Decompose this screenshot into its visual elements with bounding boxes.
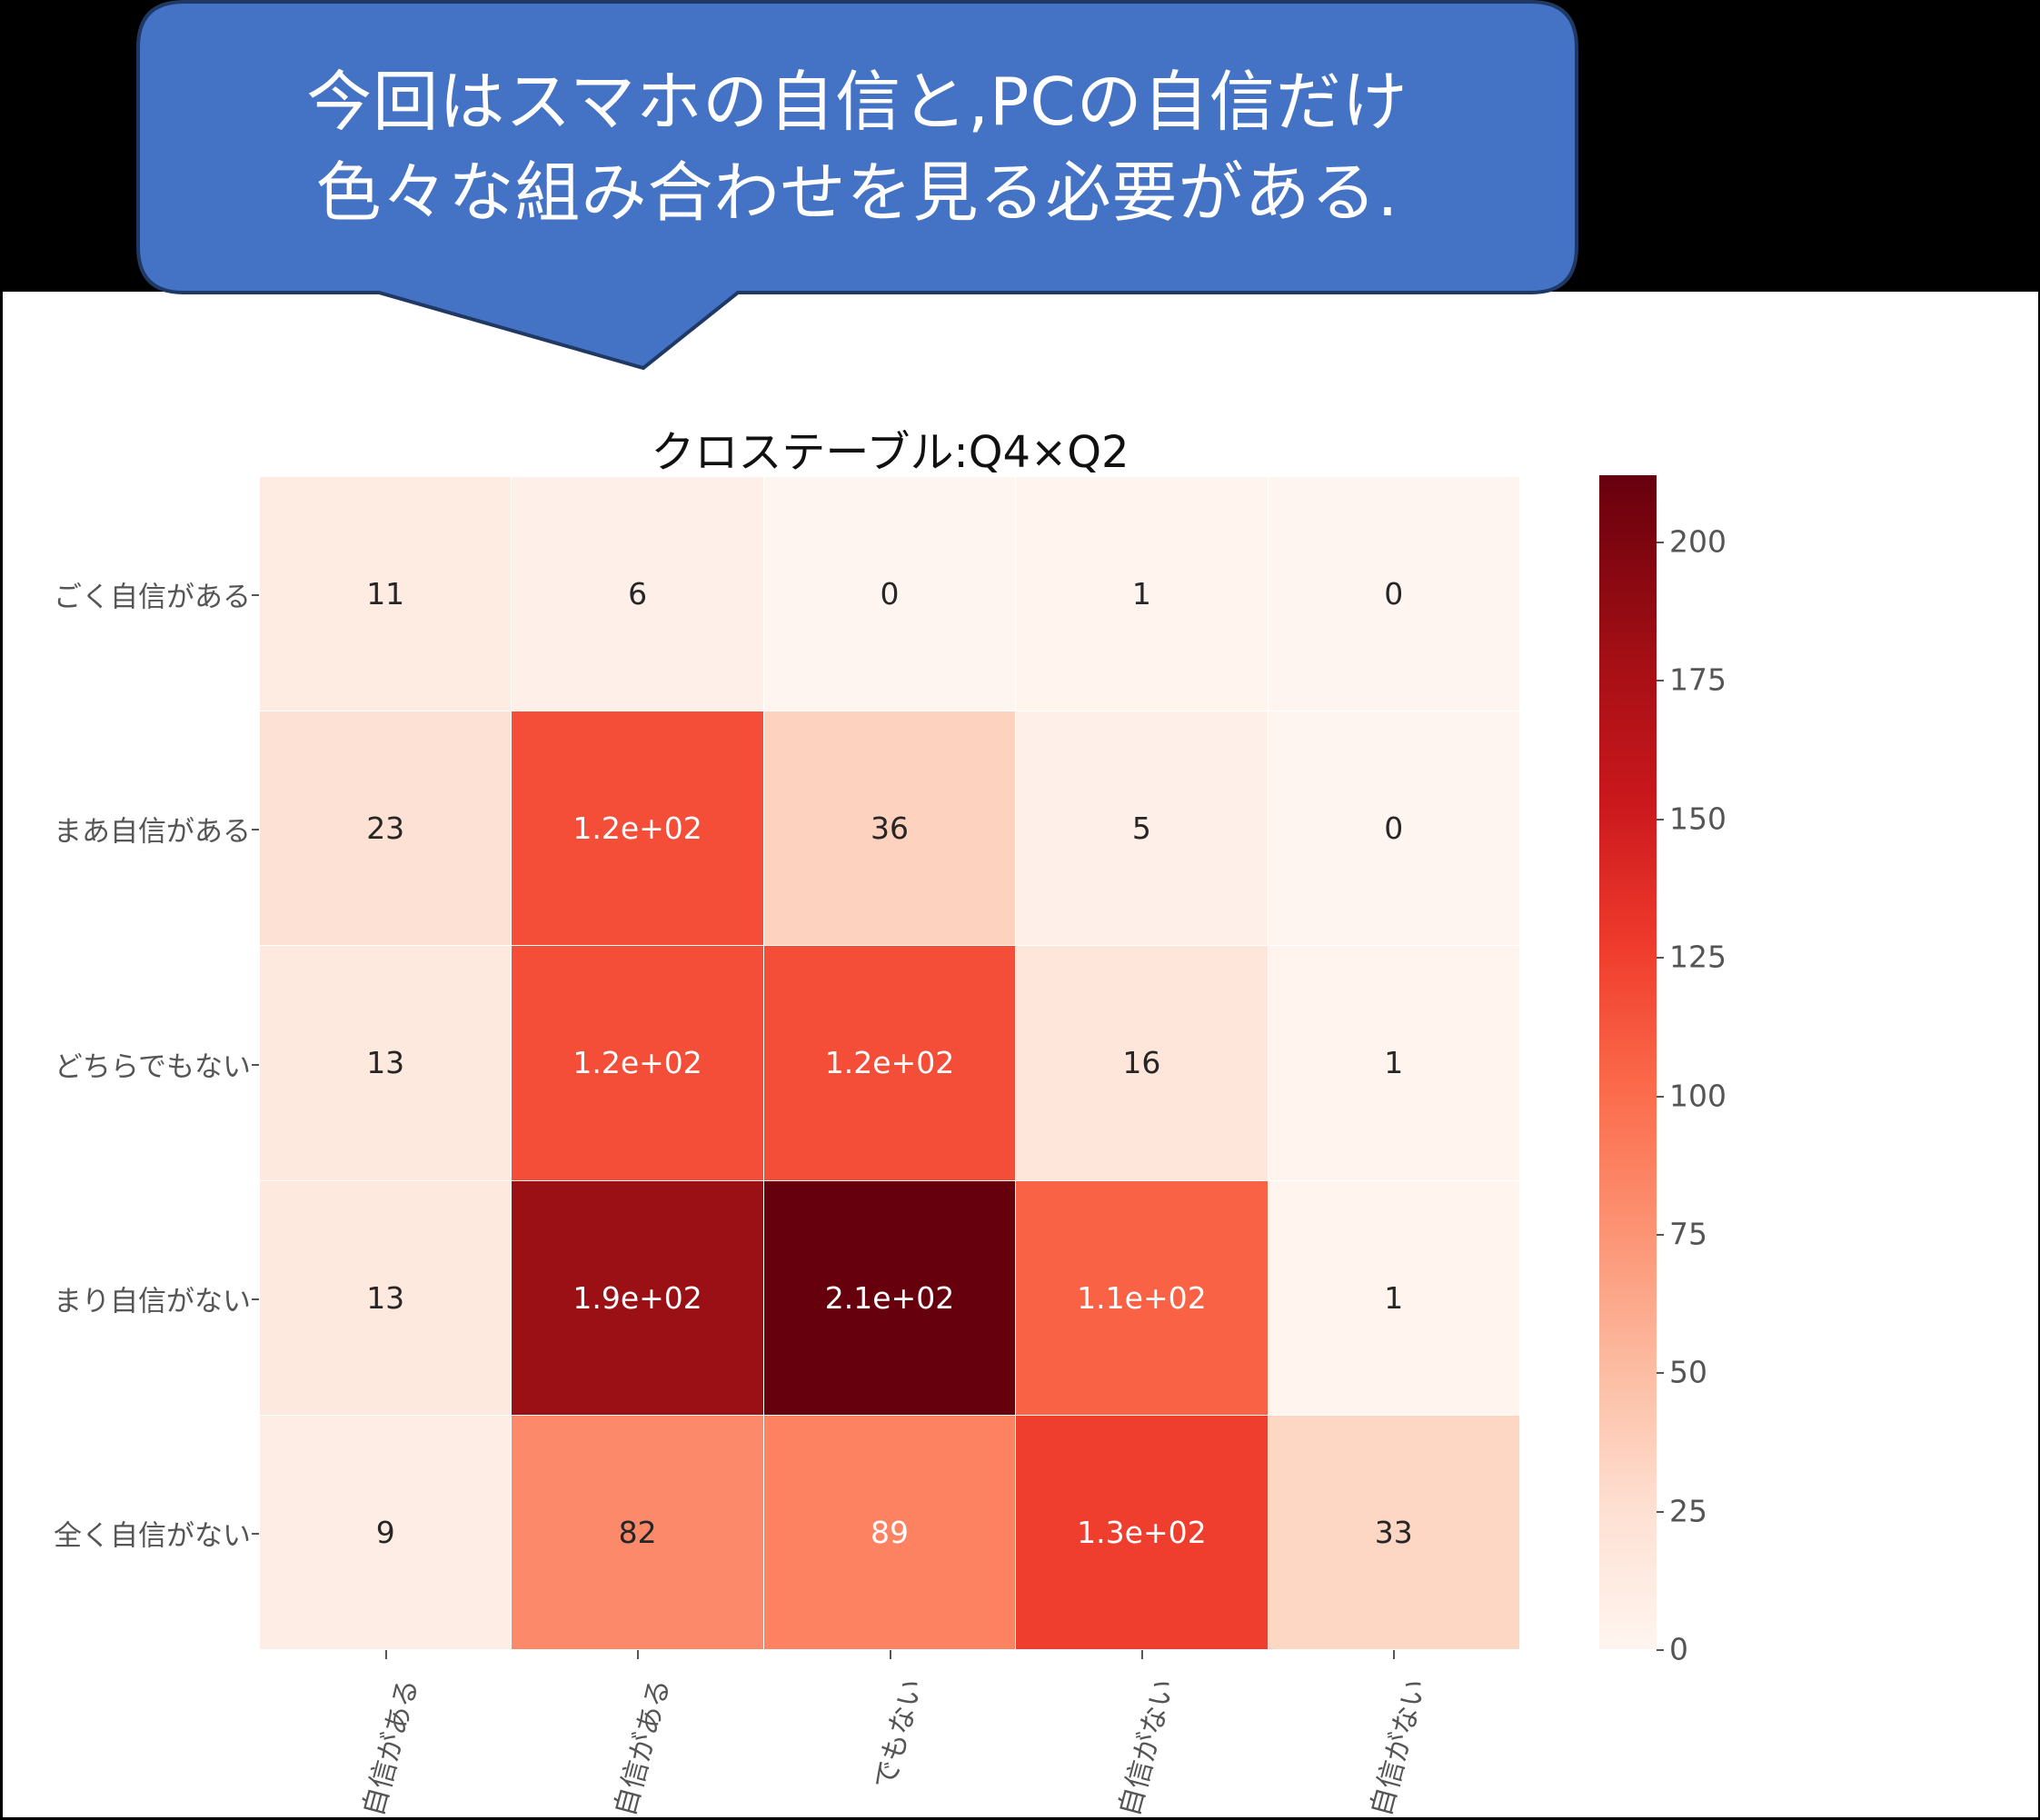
heatmap-cell: 1.2e+02	[763, 946, 1017, 1181]
heatmap-cell: 11	[260, 477, 512, 712]
heatmap-grid: 11 6 0 1 0 23 1.2e+02 36 5 0 13 1.2e+02 1.2e+02 16 1 13…	[260, 477, 1520, 1650]
heatmap-cell: 13	[260, 1180, 512, 1416]
heatmap-cell: 1	[1268, 1180, 1520, 1416]
heatmap-cell: 0	[1268, 711, 1520, 947]
heatmap-cell: 1.2e+02	[512, 946, 764, 1181]
heatmap-cell: 1.2e+02	[512, 711, 764, 947]
heatmap-cell: 1	[1268, 946, 1520, 1181]
heatmap-cell: 9	[260, 1415, 512, 1650]
x-tick	[1393, 1650, 1396, 1659]
heatmap-cell: 1.9e+02	[512, 1180, 764, 1416]
colorbar-tick	[1657, 1372, 1664, 1375]
callout-line-2: 色々な組み合わせを見る必要がある.	[315, 154, 1399, 231]
y-axis-label: まり自信がない	[54, 1285, 251, 1318]
heatmap-cell: 1.1e+02	[1016, 1180, 1269, 1416]
heatmap-cell: 6	[512, 477, 764, 712]
y-axis-label: まあ自信がある	[54, 815, 251, 849]
heatmap-cell: 13	[260, 946, 512, 1181]
heatmap-cell: 82	[512, 1415, 764, 1650]
colorbar	[1599, 475, 1657, 1649]
colorbar-tick-label: 75	[1669, 1216, 1707, 1252]
y-tick	[252, 594, 259, 597]
colorbar-tick	[1657, 1510, 1664, 1513]
heatmap-cell: 23	[260, 711, 512, 947]
heatmap-cell: 89	[763, 1415, 1017, 1650]
colorbar-tick	[1657, 680, 1664, 682]
colorbar-tick-label: 100	[1669, 1078, 1727, 1114]
heatmap-cell: 33	[1268, 1415, 1520, 1650]
heatmap-cell: 0	[763, 477, 1017, 712]
heatmap-cell: 5	[1016, 711, 1269, 947]
colorbar-tick-label: 175	[1669, 661, 1727, 698]
heatmap-cell: 0	[1268, 477, 1520, 712]
y-tick	[252, 1532, 259, 1535]
y-axis-label: ごく自信がある	[54, 581, 251, 614]
callout-text: 今回はスマホの自信と,PCの自信だけ 色々な組み合わせを見る必要がある.	[138, 2, 1577, 293]
colorbar-tick	[1657, 1095, 1664, 1098]
colorbar-tick-label: 200	[1669, 523, 1727, 560]
heatmap-cell: 16	[1016, 946, 1269, 1181]
colorbar-tick	[1657, 957, 1664, 960]
colorbar-tick-label: 0	[1669, 1631, 1688, 1667]
heatmap-cell: 1	[1016, 477, 1269, 712]
colorbar-tick-label: 150	[1669, 801, 1727, 837]
colorbar-tick	[1657, 1233, 1664, 1236]
colorbar-tick-label: 50	[1669, 1354, 1707, 1390]
heatmap-cell: 2.1e+02	[763, 1180, 1017, 1416]
colorbar-tick-label: 125	[1669, 939, 1727, 975]
x-tick	[889, 1650, 891, 1659]
heatmap-cell: 1.3e+02	[1016, 1415, 1269, 1650]
heatmap-cell: 36	[763, 711, 1017, 947]
colorbar-tick	[1657, 1649, 1664, 1651]
x-tick	[637, 1650, 640, 1659]
y-tick	[252, 829, 259, 831]
chart-title: クロステーブル:Q4×Q2	[651, 427, 1129, 478]
callout-line-1: 今回はスマホの自信と,PCの自信だけ	[306, 64, 1408, 140]
colorbar-tick	[1657, 542, 1664, 544]
x-tick	[1140, 1650, 1143, 1659]
colorbar-tick-label: 25	[1669, 1493, 1707, 1529]
y-tick	[252, 1063, 259, 1066]
x-tick	[384, 1650, 387, 1659]
y-axis-label: どちらでもない	[54, 1050, 251, 1083]
y-axis-label: 全く自信がない	[54, 1519, 251, 1553]
y-tick	[252, 1298, 259, 1300]
colorbar-tick	[1657, 818, 1664, 820]
